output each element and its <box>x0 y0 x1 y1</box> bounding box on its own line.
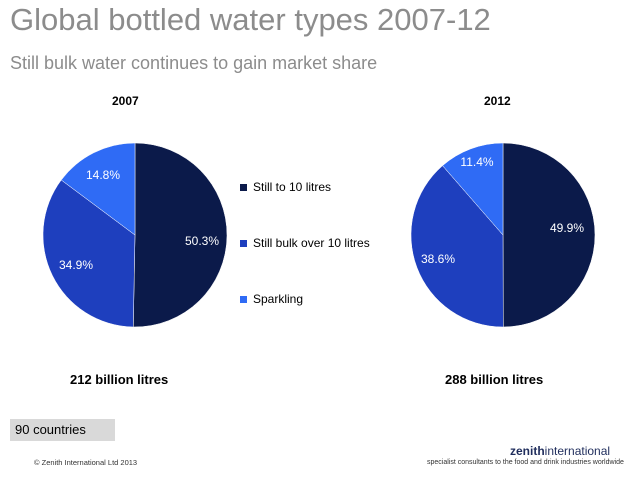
brand-logo-rest: international <box>544 444 611 458</box>
pie-slice-2007-2 <box>60 142 136 236</box>
data-label-2007-2: 14.8% <box>86 168 120 182</box>
data-label-2012-1: 38.6% <box>421 252 455 266</box>
pie-slice-2007-1 <box>42 179 136 328</box>
data-label-2007-0: 50.3% <box>185 234 219 248</box>
data-label-2007-1: 34.9% <box>59 258 93 272</box>
legend-label: Sparkling <box>253 292 304 306</box>
brand-logo: zenithinternational <box>510 444 610 458</box>
countries-badge: 90 countries <box>10 419 115 441</box>
page-title: Global bottled water types 2007-12 <box>10 2 491 37</box>
legend-swatch <box>240 296 247 303</box>
data-label-2012-0: 49.9% <box>550 221 584 235</box>
legend-label: Still to 10 litres <box>253 180 332 194</box>
legend-item-still-bulk: Still bulk over 10 litres <box>240 234 370 252</box>
copyright-text: © Zenith International Ltd 2013 <box>34 458 138 467</box>
tagline-text: specialist consultants to the food and d… <box>427 459 624 466</box>
total-2012: 288 billion litres <box>445 372 544 387</box>
total-2007: 212 billion litres <box>70 372 169 387</box>
pie-slice-2012-0 <box>502 142 596 328</box>
legend-swatch <box>240 240 247 247</box>
legend-label: Still bulk over 10 litres <box>253 236 370 250</box>
legend-item-still-small: Still to 10 litres <box>240 178 331 196</box>
chart-2007-title: 2007 <box>112 94 139 108</box>
pie-slice-2012-2 <box>442 142 504 236</box>
legend-swatch <box>240 184 247 191</box>
chart-2012-title: 2012 <box>484 94 511 108</box>
page-subtitle: Still bulk water continues to gain marke… <box>10 53 378 73</box>
brand-logo-bold: zenith <box>510 444 545 458</box>
data-label-2012-2: 11.4% <box>460 155 493 169</box>
pie-slice-2007-0 <box>133 142 228 328</box>
pie-slice-2012-1 <box>410 165 504 328</box>
legend-item-sparkling: Sparkling <box>240 290 303 308</box>
